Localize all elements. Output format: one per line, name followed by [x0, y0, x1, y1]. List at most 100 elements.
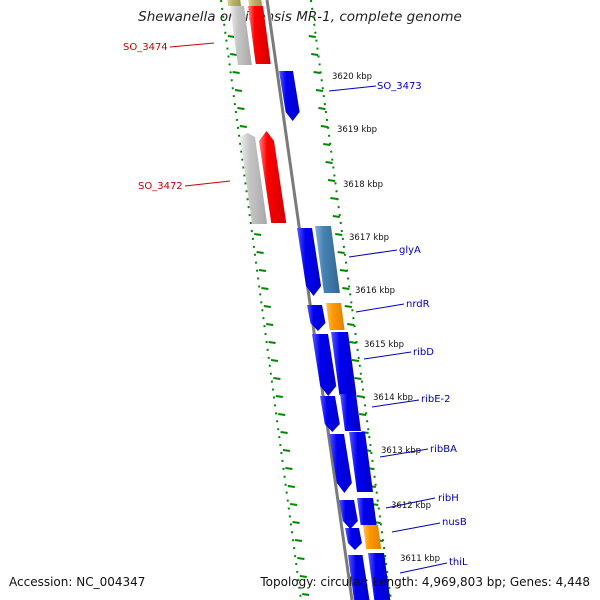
gene-feature[interactable]: [331, 332, 357, 395]
gene-feature[interactable]: [340, 394, 361, 431]
gene-label[interactable]: ribH: [438, 493, 459, 504]
ruler-tick: [237, 107, 245, 110]
ruler-tick: [294, 539, 303, 542]
ruler-tick: [347, 323, 355, 326]
ruler-tick: [273, 377, 281, 380]
gene-label[interactable]: nrdR: [406, 299, 430, 310]
ruler-tick: [339, 269, 348, 272]
gene-feature[interactable]: [307, 305, 326, 331]
ruler-tick: [285, 467, 293, 470]
gene-feature[interactable]: [259, 131, 287, 223]
gene-feature[interactable]: [240, 133, 268, 224]
ruler-tick: [290, 503, 298, 506]
ruler-tick: [234, 89, 243, 92]
ruler-tick: [315, 89, 324, 92]
map-title: Shewanella oneidensis MR-1, complete gen…: [138, 9, 462, 25]
gene-track: [227, 0, 391, 600]
ruler-tick: [232, 71, 240, 74]
ruler-kbp-label: 3616 kbp: [355, 286, 395, 296]
ruler-guide-right: [310, 0, 392, 600]
gene-leader-line: [371, 399, 420, 408]
gene-feature[interactable]: [326, 303, 345, 330]
topology-text: Topology: circular; Length: 4,969,803 bp…: [260, 575, 590, 589]
gene-feature[interactable]: [357, 498, 377, 525]
ruler-tick: [275, 395, 283, 398]
ruler-tick: [313, 71, 321, 74]
gene-feature[interactable]: [312, 334, 337, 396]
ruler-tick: [239, 125, 247, 128]
ruler-tick: [344, 305, 352, 308]
ruler-tick: [356, 395, 364, 398]
accession-text: Accession: NC_004347: [9, 575, 146, 589]
ruler-tick: [266, 323, 274, 326]
ruler-tick: [256, 251, 264, 254]
ruler-tick: [323, 143, 331, 146]
gene-feature[interactable]: [339, 500, 358, 529]
ruler-tick: [325, 161, 333, 164]
ruler-tick: [320, 125, 328, 128]
gene-label[interactable]: SO_3474: [123, 42, 168, 53]
gene-label[interactable]: SO_3472: [138, 181, 183, 192]
gene-label[interactable]: ribD: [413, 347, 434, 358]
gene-leader-line: [348, 249, 398, 258]
ruler-tick: [337, 251, 345, 254]
gene-feature[interactable]: [329, 434, 352, 493]
ruler-tick: [282, 449, 291, 452]
gene-feature[interactable]: [248, 6, 271, 64]
ruler-tick: [227, 35, 235, 38]
gene-leader-line: [328, 85, 377, 92]
ruler-tick: [332, 215, 340, 218]
gene-feature[interactable]: [368, 553, 391, 600]
gene-label[interactable]: SO_3473: [377, 81, 422, 92]
ruler-tick: [297, 557, 305, 560]
gene-label[interactable]: nusB: [442, 517, 467, 528]
gene-leader-line: [355, 303, 405, 313]
ruler-tick: [354, 377, 362, 380]
gene-feature[interactable]: [349, 432, 373, 492]
ruler-tick: [327, 179, 336, 182]
ruler-tick: [287, 485, 295, 488]
gene-feature[interactable]: [315, 226, 340, 293]
ruler-tick: [359, 413, 367, 416]
gene-leader-line: [385, 497, 436, 509]
gene-feature[interactable]: [297, 228, 322, 296]
gene-label[interactable]: glyA: [399, 245, 421, 256]
gene-leader-line: [169, 42, 215, 48]
gene-feature[interactable]: [248, 0, 263, 6]
ruler-tick: [311, 53, 319, 56]
ruler-tick: [342, 287, 350, 290]
ruler-kbp-label: 3619 kbp: [337, 125, 377, 135]
gene-leader-line: [379, 448, 429, 458]
gene-feature[interactable]: [345, 528, 362, 550]
gene-leader-line: [399, 562, 448, 574]
gene-label[interactable]: ribBA: [430, 444, 457, 455]
ruler-kbp-label: 3614 kbp: [373, 393, 413, 403]
ruler-tick: [270, 359, 279, 362]
ruler-tick: [280, 431, 288, 434]
gene-feature[interactable]: [320, 396, 340, 432]
gene-labels: 3620 kbp 3619 kbp 3618 kbp 3617 kbp 3616 kbp…: [123, 42, 468, 574]
gene-feature[interactable]: [230, 6, 252, 65]
gene-feature[interactable]: [363, 525, 382, 549]
ruler-tick: [258, 269, 267, 272]
ruler-guide-left: [220, 0, 302, 600]
gene-feature[interactable]: [227, 0, 242, 6]
gene-label[interactable]: thiL: [449, 557, 468, 568]
ruler-tick: [318, 107, 326, 110]
ruler-kbp-label: 3611 kbp: [400, 554, 440, 564]
ruler-tick: [349, 341, 357, 344]
gene-leader-line: [184, 180, 231, 187]
ruler-tick: [278, 413, 286, 416]
gene-leader-line: [391, 522, 441, 533]
gene-feature[interactable]: [279, 71, 300, 121]
ruler-kbp-label: 3612 kbp: [391, 501, 431, 511]
ruler-kbp-label: 3617 kbp: [349, 233, 389, 243]
genome-backbone: [265, 0, 354, 600]
ruler-tick: [299, 575, 307, 578]
ruler-tick: [330, 197, 338, 200]
gene-label[interactable]: ribE-2: [421, 394, 451, 405]
ruler-tick: [261, 287, 269, 290]
gene-leader-line: [363, 351, 412, 360]
ruler-tick: [302, 593, 310, 596]
